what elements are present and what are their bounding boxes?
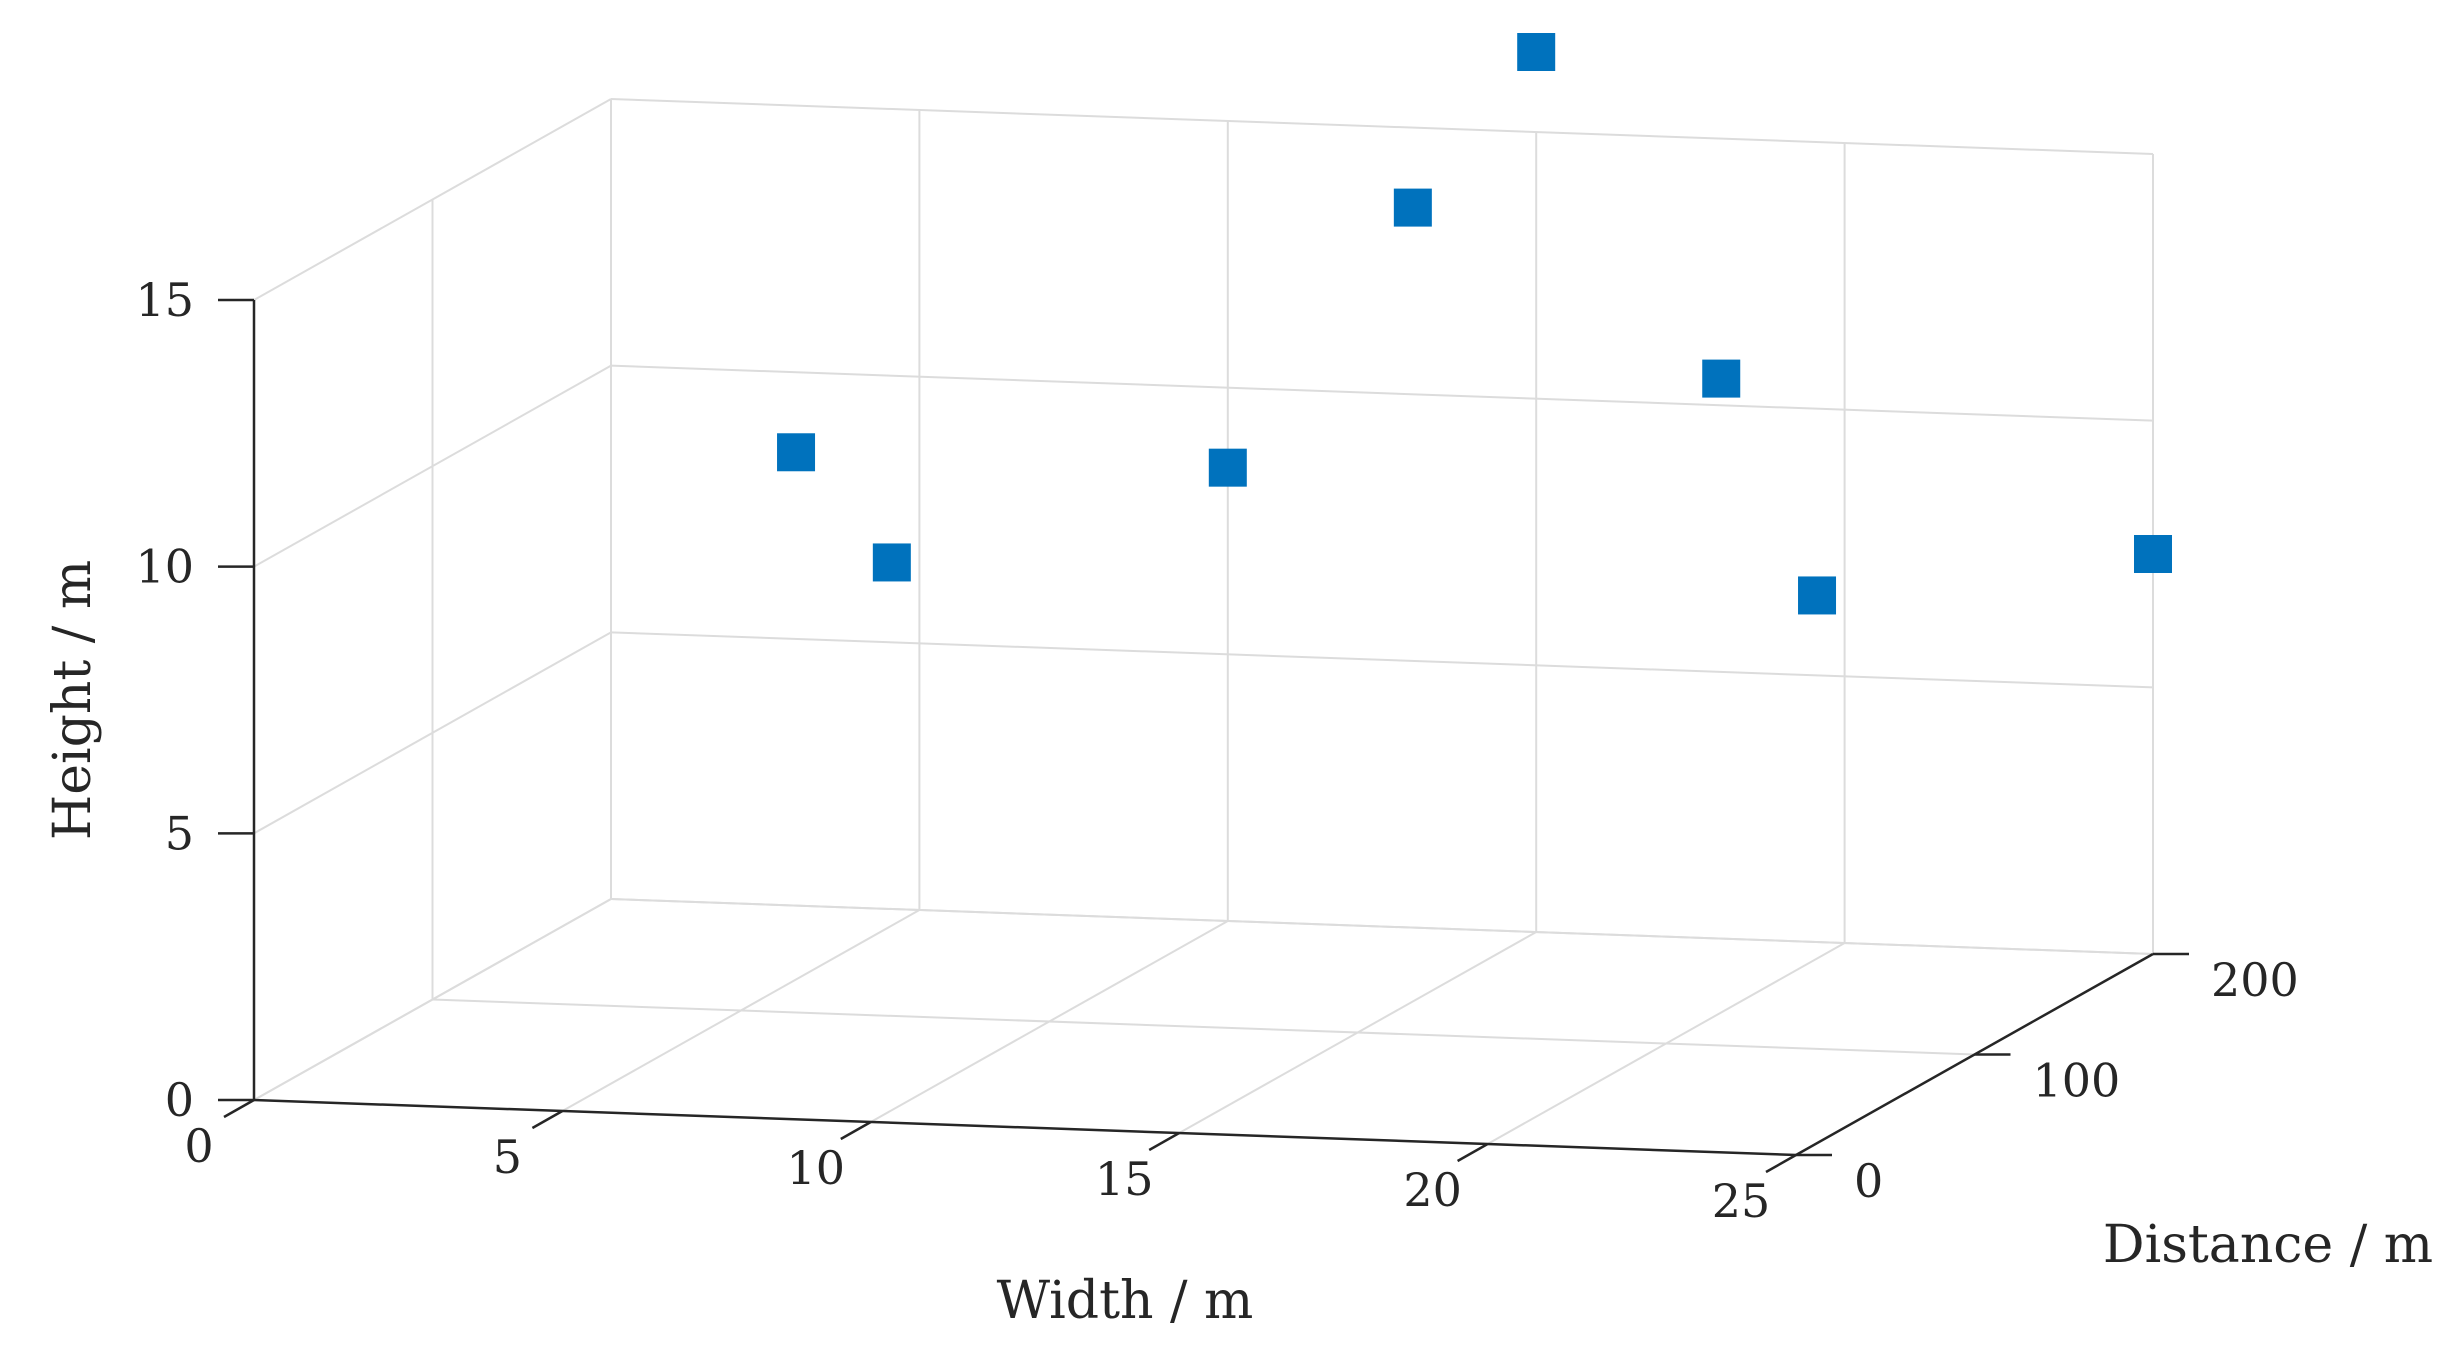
- data-point: [2134, 535, 2172, 573]
- x-axis-label: Width / m: [997, 1271, 1254, 1331]
- x-tick: [1765, 1153, 1797, 1174]
- y-tick-label: 100: [2033, 1054, 2121, 1108]
- x-tick-label: 15: [1095, 1152, 1154, 1206]
- grid-layer: [253, 98, 2154, 1156]
- back-gridline-z: [610, 898, 2154, 955]
- x-tick-label: 20: [1403, 1163, 1462, 1217]
- x-tick: [840, 1120, 872, 1141]
- left-gridline-z: [253, 98, 612, 301]
- z-axis-label: Height / m: [43, 560, 103, 840]
- x-tick: [223, 1098, 255, 1119]
- data-point: [1517, 33, 1556, 71]
- data-points: [777, 33, 2172, 615]
- z-tick-label: 15: [135, 273, 194, 327]
- z-tick-label: 5: [165, 806, 194, 860]
- y-axis-label: Distance / m: [2103, 1215, 2433, 1275]
- data-point: [1393, 188, 1432, 227]
- data-point: [872, 543, 911, 582]
- x-tick: [531, 1109, 564, 1130]
- data-point: [1798, 576, 1837, 615]
- y-tick-label: 200: [2211, 953, 2299, 1007]
- tick-label-layer: 0 5 10 15 20 25 0 100 200 0 5 10 15: [135, 273, 2298, 1228]
- z-tick-label: 10: [135, 540, 194, 594]
- x-tick: [1148, 1131, 1180, 1152]
- left-gridline-z: [253, 364, 612, 568]
- back-gridline-z: [610, 364, 2154, 422]
- x-tick-label: 10: [787, 1141, 846, 1195]
- z-tick-label: 0: [165, 1073, 194, 1127]
- back-gridline-z: [610, 631, 2154, 689]
- axis-layer: [218, 298, 2189, 1174]
- x-tick-label: 25: [1712, 1174, 1771, 1228]
- left-gridline-z: [253, 631, 612, 835]
- x-tick-label: 5: [493, 1130, 522, 1184]
- x-tick: [1456, 1142, 1489, 1163]
- data-point: [1208, 448, 1247, 487]
- y-tick-label: 0: [1854, 1154, 1883, 1208]
- x-axis-line: [253, 1098, 1797, 1157]
- data-point: [1702, 359, 1741, 398]
- back-gridline-z: [610, 98, 2154, 155]
- left-gridline-z: [253, 898, 612, 1101]
- data-point: [777, 433, 816, 472]
- x-tick-label: 0: [184, 1119, 213, 1173]
- floor-gridline-y: [432, 998, 1975, 1056]
